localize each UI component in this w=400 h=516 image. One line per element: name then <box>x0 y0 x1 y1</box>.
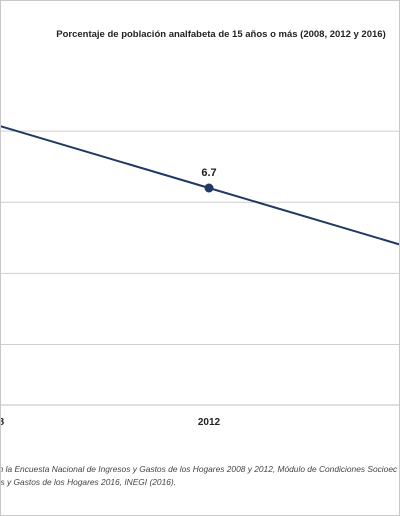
x-tick-2008: 2008 <box>1 417 5 428</box>
source-note: e en la Encuesta Nacional de Ingresos y … <box>0 463 399 489</box>
x-tick-2012: 2012 <box>198 417 221 428</box>
source-line-1: e en la Encuesta Nacional de Ingresos y … <box>0 464 398 474</box>
data-label-2012: 6.7 <box>201 167 216 179</box>
chart-title: Porcentaje de población analfabeta de 15… <box>56 29 385 40</box>
data-point-2012 <box>204 183 214 193</box>
source-line-2: esos y Gastos de los Hogares 2016, INEGI… <box>0 477 176 487</box>
series-line <box>1 125 399 246</box>
